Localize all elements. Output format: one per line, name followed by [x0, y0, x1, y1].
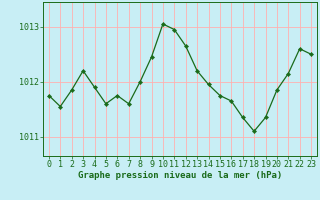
X-axis label: Graphe pression niveau de la mer (hPa): Graphe pression niveau de la mer (hPa) — [78, 171, 282, 180]
